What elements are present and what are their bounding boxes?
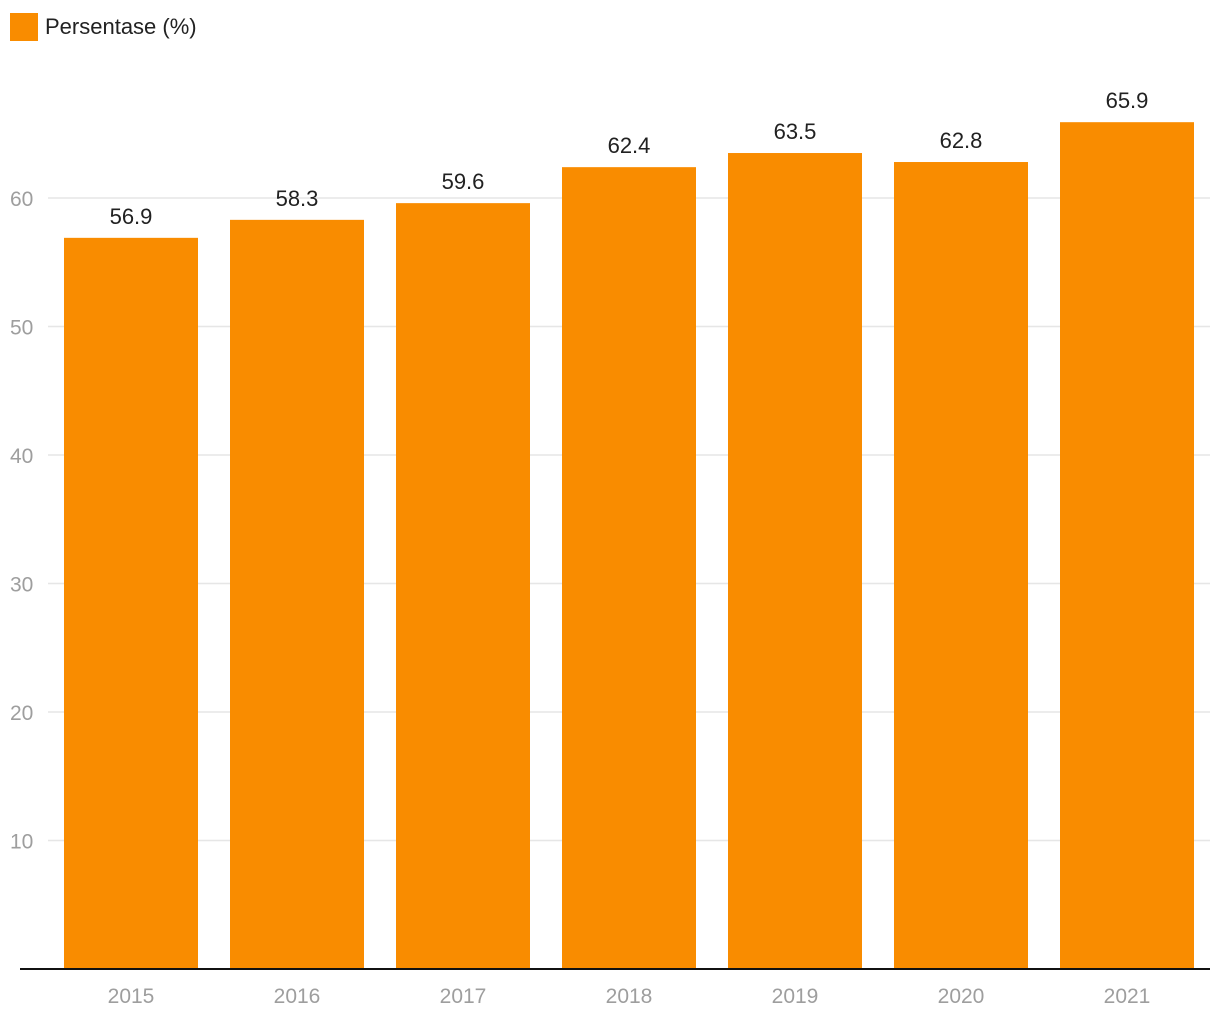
bars [64, 122, 1194, 970]
data-label-2017: 59.6 [442, 169, 485, 194]
y-tick-label: 30 [10, 574, 33, 597]
y-tick-label: 50 [10, 317, 33, 340]
bar-2019 [728, 153, 862, 969]
data-label-2021: 65.9 [1106, 88, 1149, 113]
chart-legend: Persentase (%) [10, 12, 197, 42]
data-label-2019: 63.5 [774, 119, 817, 144]
labels: 10 20 30 40 50 60 56.9 2015 58.3 2016 59.6 2017 62.4… [10, 88, 1150, 1008]
x-tick-label-2016: 2016 [274, 985, 321, 1008]
data-label-2015: 56.9 [110, 204, 153, 229]
x-tick-label-2018: 2018 [606, 985, 653, 1008]
y-tick-label: 60 [10, 188, 33, 211]
y-tick-label: 10 [10, 831, 33, 854]
data-label-2018: 62.4 [608, 133, 651, 158]
x-tick-label-2021: 2021 [1104, 985, 1151, 1008]
bar-2021 [1060, 122, 1194, 969]
bar-2018 [562, 167, 696, 969]
bar-2016 [230, 219, 364, 970]
legend-swatch [10, 13, 38, 41]
bar-2015 [64, 237, 198, 969]
data-label-2020: 62.8 [940, 128, 983, 153]
x-tick-label-2017: 2017 [440, 985, 487, 1008]
y-tick-label: 40 [10, 445, 33, 468]
x-tick-label-2019: 2019 [772, 985, 819, 1008]
legend-label: Persentase (%) [45, 14, 197, 39]
data-label-2016: 58.3 [276, 186, 319, 211]
x-tick-label-2020: 2020 [938, 985, 985, 1008]
x-tick-label-2015: 2015 [108, 985, 155, 1008]
bar-2020 [894, 162, 1028, 969]
y-tick-label: 20 [10, 702, 33, 725]
bar-2017 [396, 203, 530, 969]
